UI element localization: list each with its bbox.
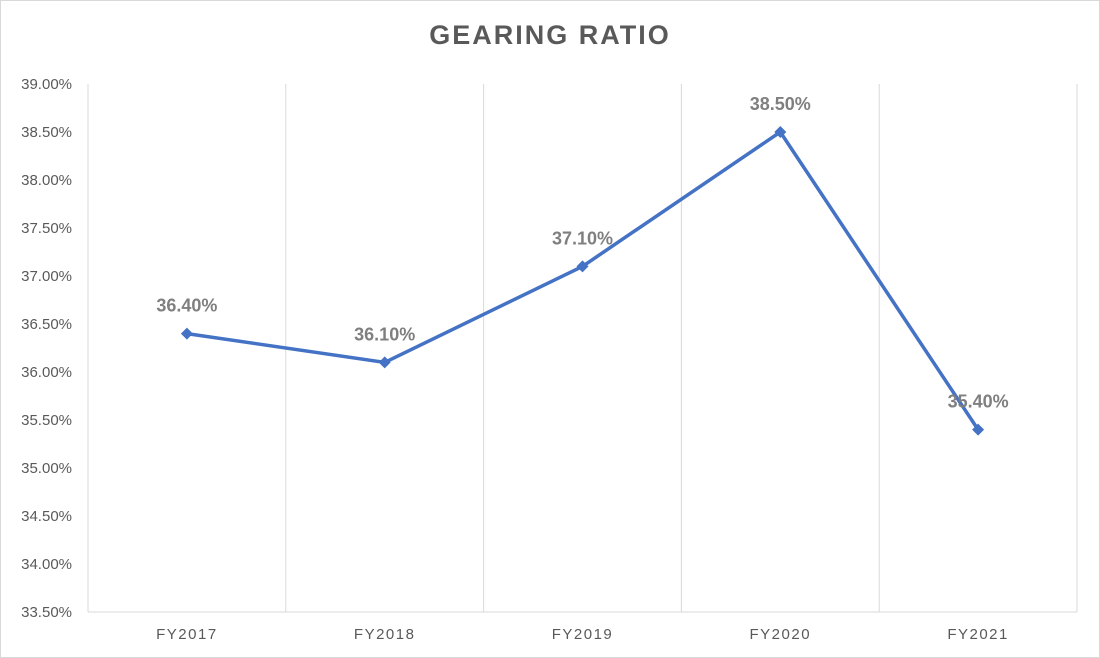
data-point-marker — [774, 126, 787, 138]
y-tick-label: 37.50% — [21, 220, 72, 237]
data-label: 36.40% — [156, 296, 217, 316]
x-tick-label: FY2018 — [354, 626, 416, 643]
y-tick-label: 37.00% — [21, 268, 72, 285]
data-label-layer: 36.40% 36.10% 37.10% 38.50% 35.40% — [156, 94, 1008, 412]
y-tick-label: 38.50% — [21, 124, 72, 141]
series-layer — [185, 130, 980, 432]
y-tick-label: 33.50% — [21, 604, 72, 621]
x-tick-label: FY2021 — [947, 626, 1009, 643]
data-point-marker — [972, 423, 985, 436]
data-label: 38.50% — [750, 94, 811, 114]
y-tick-label: 36.00% — [21, 364, 72, 381]
y-tick-label: 35.50% — [21, 412, 72, 429]
y-tick-label: 36.50% — [21, 316, 72, 333]
data-point-marker — [180, 327, 193, 340]
axes — [87, 84, 1077, 613]
x-tick-label: FY2019 — [552, 626, 614, 643]
y-tick-label: 35.00% — [21, 460, 72, 477]
x-tick-label: FY2017 — [156, 626, 218, 643]
series-line — [185, 130, 980, 432]
x-axis-ticks: FY2017 FY2018 FY2019 FY2020 FY2021 — [156, 626, 1009, 643]
grid-lines — [285, 84, 1078, 612]
x-tick-label: FY2020 — [750, 626, 812, 643]
data-point-marker — [576, 260, 589, 273]
y-tick-label: 39.00% — [21, 76, 72, 93]
y-tick-label: 38.00% — [21, 172, 72, 189]
data-label: 35.40% — [948, 392, 1009, 412]
data-point-marker — [378, 356, 391, 369]
data-label: 37.10% — [552, 228, 613, 248]
marker-layer — [180, 126, 985, 436]
y-tick-label: 34.00% — [21, 556, 72, 573]
y-tick-label: 34.50% — [21, 508, 72, 525]
chart-title: GEARING RATIO — [429, 20, 671, 50]
data-label: 36.10% — [354, 324, 415, 344]
y-axis-ticks: 33.50% 34.00% 34.50% 35.00% 35.50% 36.00% 36.5… — [21, 76, 72, 621]
